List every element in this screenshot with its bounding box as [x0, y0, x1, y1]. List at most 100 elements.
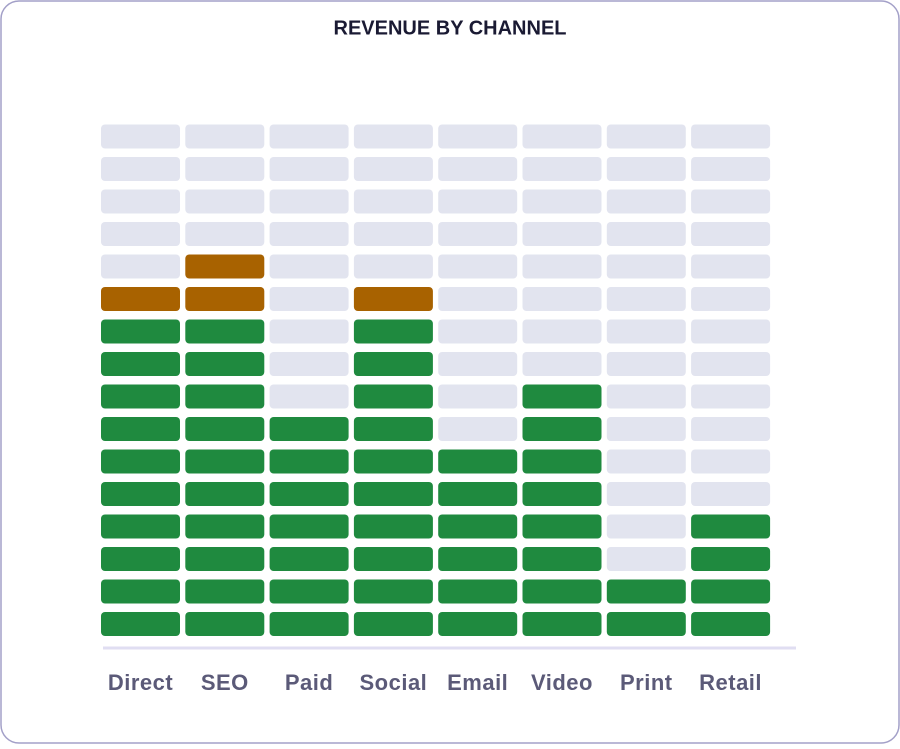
bar-cell [522, 514, 602, 539]
bar-cell [353, 547, 433, 571]
x-tick-label: Direct [108, 670, 174, 695]
bar-cell [185, 319, 265, 344]
bar-cell [101, 482, 180, 506]
bar-cell [101, 579, 180, 604]
bar-cell [691, 547, 771, 571]
bar-cell [353, 384, 433, 409]
empty-cell [606, 384, 686, 409]
bar-cell [185, 514, 265, 539]
empty-cell [269, 254, 349, 279]
bar-cell [522, 384, 602, 409]
empty-cell [185, 157, 265, 181]
empty-cell [269, 319, 349, 344]
bar-cell [353, 319, 433, 344]
empty-cell [606, 189, 686, 214]
empty-cell [438, 319, 518, 344]
empty-cell [101, 157, 180, 181]
x-tick-label: Print [620, 670, 673, 695]
empty-cell [691, 417, 771, 441]
empty-cell [522, 124, 602, 149]
x-tick-label: Social [359, 670, 427, 695]
bar-cell [185, 547, 265, 571]
empty-cell [606, 157, 686, 181]
empty-cell [606, 449, 686, 474]
bar-cell [101, 352, 180, 376]
bar-cell [353, 352, 433, 376]
empty-cell [269, 222, 349, 246]
empty-cell [353, 124, 433, 149]
bar-cell [185, 417, 265, 441]
empty-cell [438, 384, 518, 409]
x-tick-label: Paid [285, 670, 333, 695]
empty-cell [691, 189, 771, 214]
bar-cell [691, 514, 771, 539]
empty-cell [522, 254, 602, 279]
empty-cell [606, 352, 686, 376]
empty-cell [438, 124, 518, 149]
empty-cell [353, 254, 433, 279]
bar-cell [185, 579, 265, 604]
empty-cell [522, 319, 602, 344]
bar-cell [269, 449, 349, 474]
empty-cell [185, 222, 265, 246]
empty-cell [438, 417, 518, 441]
bar-cell [269, 547, 349, 571]
bar-cell [101, 547, 180, 571]
empty-cell [522, 189, 602, 214]
empty-cell [101, 124, 180, 149]
bar-cell [353, 417, 433, 441]
empty-cell [691, 449, 771, 474]
empty-cell [269, 384, 349, 409]
bar-cell [522, 547, 602, 571]
empty-cell [606, 222, 686, 246]
bar-cell [438, 449, 518, 474]
empty-cell [522, 222, 602, 246]
x-tick-label: Video [531, 670, 593, 695]
bar-cell [438, 612, 518, 636]
empty-cell [691, 287, 771, 311]
bar-cell [438, 482, 518, 506]
bar-cell [353, 449, 433, 474]
empty-cell [269, 157, 349, 181]
empty-cell [522, 352, 602, 376]
bar-cell [269, 417, 349, 441]
empty-cell [606, 547, 686, 571]
empty-cell [691, 157, 771, 181]
empty-cell [691, 254, 771, 279]
bar-cell [522, 579, 602, 604]
bar-cell [522, 612, 602, 636]
bar-cell [269, 514, 349, 539]
bar-cell [691, 579, 771, 604]
bar-cell [101, 514, 180, 539]
empty-cell [438, 287, 518, 311]
bar-cell [353, 482, 433, 506]
empty-cell [185, 124, 265, 149]
bar-cell [185, 254, 265, 279]
bar-cell [522, 449, 602, 474]
bar-cell [522, 482, 602, 506]
x-tick-label: SEO [201, 670, 249, 695]
chart-title: REVENUE BY CHANNEL [334, 17, 567, 39]
bar-cell [606, 612, 686, 636]
empty-cell [438, 352, 518, 376]
empty-cell [353, 189, 433, 214]
bar-cell [269, 482, 349, 506]
bar-cell [101, 417, 180, 441]
empty-cell [101, 189, 180, 214]
bar-cell [438, 579, 518, 604]
bar-cell [438, 547, 518, 571]
bar-cell [185, 612, 265, 636]
bar-cell [353, 514, 433, 539]
empty-cell [438, 254, 518, 279]
bar-cell [101, 319, 180, 344]
bar-cell [522, 417, 602, 441]
empty-cell [606, 482, 686, 506]
empty-cell [606, 319, 686, 344]
bar-cell [185, 482, 265, 506]
bar-cell [185, 287, 265, 311]
bar-cell [101, 287, 180, 311]
empty-cell [606, 124, 686, 149]
bar-cell [438, 514, 518, 539]
bar-cell [353, 612, 433, 636]
